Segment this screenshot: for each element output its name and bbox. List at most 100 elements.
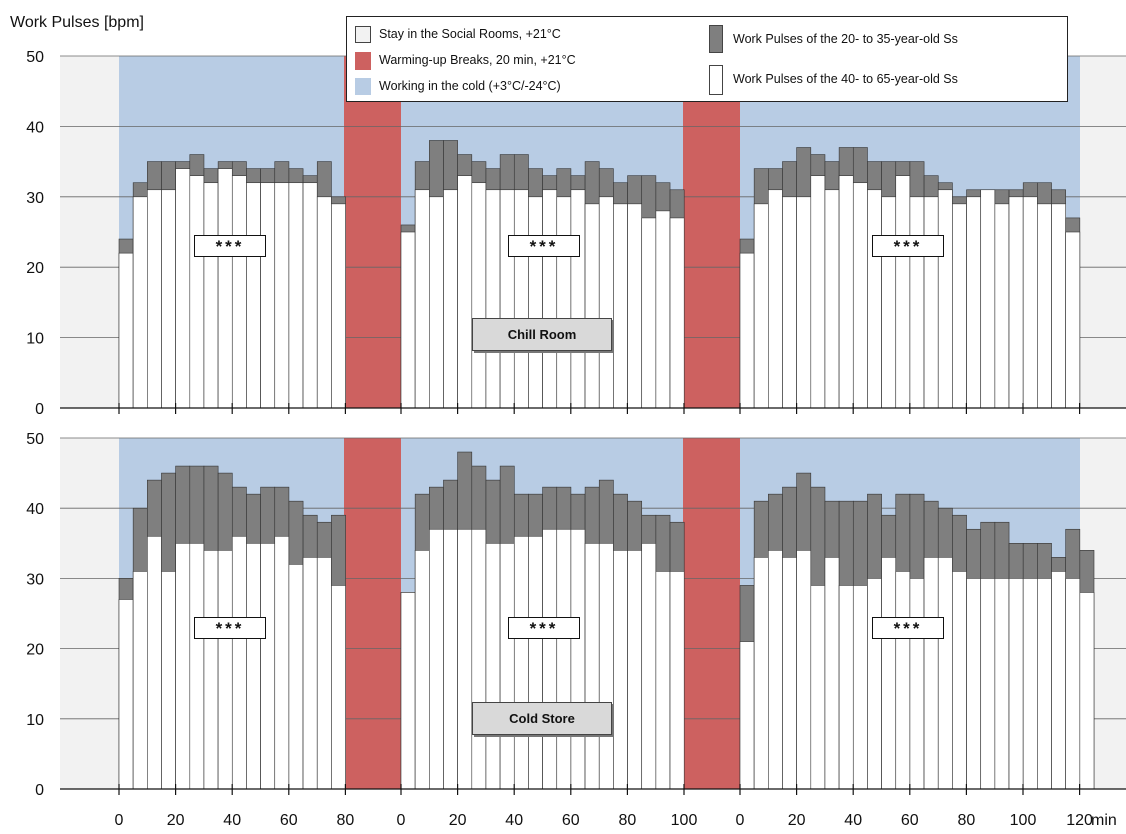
bar-old-pulse — [937, 557, 953, 790]
bar-old-pulse — [429, 196, 444, 409]
legend-swatch-old-pulses — [709, 65, 723, 95]
x-tick-label: 20 — [788, 812, 806, 829]
bar-old-pulse — [669, 571, 685, 790]
bar-old-pulse — [1051, 203, 1066, 409]
bar-old-pulse — [952, 571, 967, 790]
bar-old-pulse — [260, 542, 276, 790]
bar-old-pulse — [316, 196, 332, 409]
y-tick-label: 10 — [26, 331, 44, 348]
x-tick-label: 60 — [901, 812, 919, 829]
bar-old-pulse — [655, 571, 671, 790]
x-tick-label: 40 — [844, 812, 862, 829]
bar-old-pulse — [627, 203, 643, 409]
significance-marker-top-3: *** — [872, 235, 944, 257]
bar-old-pulse — [753, 203, 769, 409]
bar-old-pulse — [1008, 196, 1024, 409]
bar-old-pulse — [302, 182, 318, 409]
significance-marker-top-1: *** — [194, 235, 266, 257]
bar-old-pulse — [118, 252, 134, 409]
y-tick-label: 40 — [26, 501, 44, 518]
y-tick-label: 0 — [35, 401, 44, 418]
legend-swatch-warming-breaks — [355, 52, 371, 70]
x-tick-label: 60 — [280, 812, 298, 829]
x-tick-label: 20 — [167, 812, 185, 829]
bar-old-pulse — [1079, 592, 1095, 790]
bar-old-pulse — [513, 189, 529, 409]
bar-old-pulse — [331, 203, 346, 409]
bar-old-pulse — [485, 542, 501, 790]
bar-old-pulse — [937, 189, 953, 409]
panel-label-chill-room: Chill Room — [472, 318, 612, 351]
bar-old-pulse — [513, 535, 529, 790]
bar-old-pulse — [1051, 571, 1066, 790]
x-tick-label: 100 — [671, 812, 698, 829]
bar-old-pulse — [881, 557, 897, 790]
bar-old-pulse — [528, 196, 543, 409]
panel-label-cold-store: Cold Store — [472, 702, 612, 735]
bar-old-pulse — [147, 189, 162, 409]
x-tick-label: 80 — [958, 812, 976, 829]
legend-swatch-cold-work — [355, 78, 371, 95]
warming-break-zone-1 — [344, 56, 401, 408]
bar-old-pulse — [288, 564, 304, 790]
x-unit-label: min — [1091, 812, 1117, 829]
bar-old-pulse — [824, 557, 840, 790]
warming-break-zone-1 — [344, 438, 401, 789]
bar-old-pulse — [613, 203, 628, 409]
bar-old-pulse — [189, 542, 205, 790]
bar-old-pulse — [246, 542, 261, 790]
y-axis-title: Work Pulses [bpm] — [10, 14, 144, 31]
panel-cold-store: 0 10 20 30 40 50 — [26, 431, 1126, 799]
bar-old-pulse — [485, 189, 501, 409]
bar-old-pulse — [655, 210, 671, 409]
bar-old-pulse — [1037, 203, 1052, 409]
bar-old-pulse — [246, 182, 261, 409]
bar-old-pulse — [881, 196, 897, 409]
bar-old-pulse — [852, 182, 868, 409]
bar-old-pulse — [782, 557, 797, 790]
bar-old-pulse — [1022, 196, 1038, 409]
bar-old-pulse — [867, 578, 882, 790]
bar-old-pulse — [641, 542, 657, 790]
bar-old-pulse — [316, 557, 332, 790]
bar-old-pulse — [613, 550, 628, 790]
bar-old-pulse — [542, 528, 558, 790]
bar-old-pulse — [739, 252, 755, 409]
bar-old-pulse — [739, 641, 755, 790]
bar-old-pulse — [260, 182, 276, 409]
bar-old-pulse — [753, 557, 769, 790]
legend-label-old-pulses: Work Pulses of the 40- to 65-year-old Ss — [733, 72, 958, 86]
y-tick-label: 40 — [26, 119, 44, 136]
bar-old-pulse — [331, 585, 346, 790]
y-tick-label: 50 — [26, 431, 44, 448]
panel-chill-room: 0 10 20 30 40 50 — [26, 49, 1126, 418]
bar-old-pulse — [1008, 578, 1024, 790]
bar-old-pulse — [669, 217, 685, 409]
legend-label-young-pulses: Work Pulses of the 20- to 35-year-old Ss — [733, 32, 958, 46]
bar-old-pulse — [471, 182, 487, 409]
x-tick-label: 80 — [619, 812, 637, 829]
bar-old-pulse — [895, 571, 911, 790]
significance-marker-bottom-1: *** — [194, 617, 266, 639]
y-tick-label: 50 — [26, 49, 44, 66]
bar-old-pulse — [189, 175, 205, 409]
bar-old-pulse — [782, 196, 797, 409]
bar-old-pulse — [570, 189, 586, 409]
bar-old-pulse — [1065, 231, 1081, 409]
bar-old-pulse — [274, 535, 290, 790]
y-tick-label: 20 — [26, 260, 44, 277]
x-tick-label: 0 — [397, 812, 406, 829]
bar-old-pulse — [627, 550, 643, 790]
bar-old-pulse — [528, 535, 543, 790]
bar-old-pulse — [175, 542, 191, 790]
x-tick-label: 80 — [337, 812, 355, 829]
x-tick-label: 100 — [1010, 812, 1037, 829]
bar-old-pulse — [584, 203, 600, 409]
bar-old-pulse — [147, 535, 162, 790]
bar-old-pulse — [598, 542, 614, 790]
bar-old-pulse — [274, 182, 290, 409]
bar-old-pulse — [457, 528, 473, 790]
bar-old-pulse — [584, 542, 600, 790]
legend-swatch-young-pulses — [709, 25, 723, 53]
significance-marker-bottom-2: *** — [508, 617, 580, 639]
